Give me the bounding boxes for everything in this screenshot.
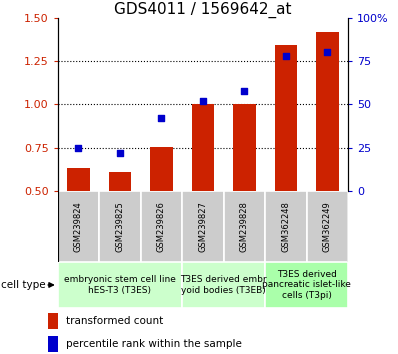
Text: T3ES derived
pancreatic islet-like
cells (T3pi): T3ES derived pancreatic islet-like cells… (262, 270, 351, 300)
Title: GDS4011 / 1569642_at: GDS4011 / 1569642_at (114, 1, 292, 18)
FancyBboxPatch shape (141, 191, 182, 262)
Bar (233, 104, 256, 191)
Point (200, 98, 206, 104)
Bar (316, 32, 339, 191)
Bar (48, 336, 58, 352)
Point (324, 50, 331, 55)
Text: percentile rank within the sample: percentile rank within the sample (66, 339, 242, 349)
Text: GSM239828: GSM239828 (240, 201, 249, 252)
FancyBboxPatch shape (307, 191, 348, 262)
Bar (150, 147, 173, 191)
Bar (191, 104, 215, 191)
Bar (109, 172, 131, 191)
Text: embryonic stem cell line
hES-T3 (T3ES): embryonic stem cell line hES-T3 (T3ES) (64, 275, 176, 295)
FancyBboxPatch shape (182, 262, 265, 308)
FancyBboxPatch shape (58, 191, 99, 262)
FancyBboxPatch shape (265, 191, 306, 262)
Bar (48, 313, 58, 329)
Bar (67, 168, 90, 191)
Text: T3ES derived embr
yoid bodies (T3EB): T3ES derived embr yoid bodies (T3EB) (180, 275, 267, 295)
Text: GSM362248: GSM362248 (281, 201, 291, 252)
Point (283, 53, 289, 59)
Text: transformed count: transformed count (66, 316, 163, 326)
Text: GSM239826: GSM239826 (157, 201, 166, 252)
Text: GSM239825: GSM239825 (115, 201, 125, 252)
Bar (275, 45, 297, 191)
Point (117, 150, 123, 156)
FancyBboxPatch shape (58, 262, 182, 308)
Point (241, 88, 248, 93)
FancyBboxPatch shape (265, 262, 348, 308)
Point (158, 115, 165, 121)
Text: GSM239827: GSM239827 (199, 201, 207, 252)
FancyBboxPatch shape (224, 191, 265, 262)
FancyBboxPatch shape (100, 191, 140, 262)
FancyBboxPatch shape (182, 191, 224, 262)
Point (75, 145, 82, 151)
Text: GSM239824: GSM239824 (74, 201, 83, 252)
Text: cell type: cell type (1, 280, 45, 290)
Text: GSM362249: GSM362249 (323, 201, 332, 252)
